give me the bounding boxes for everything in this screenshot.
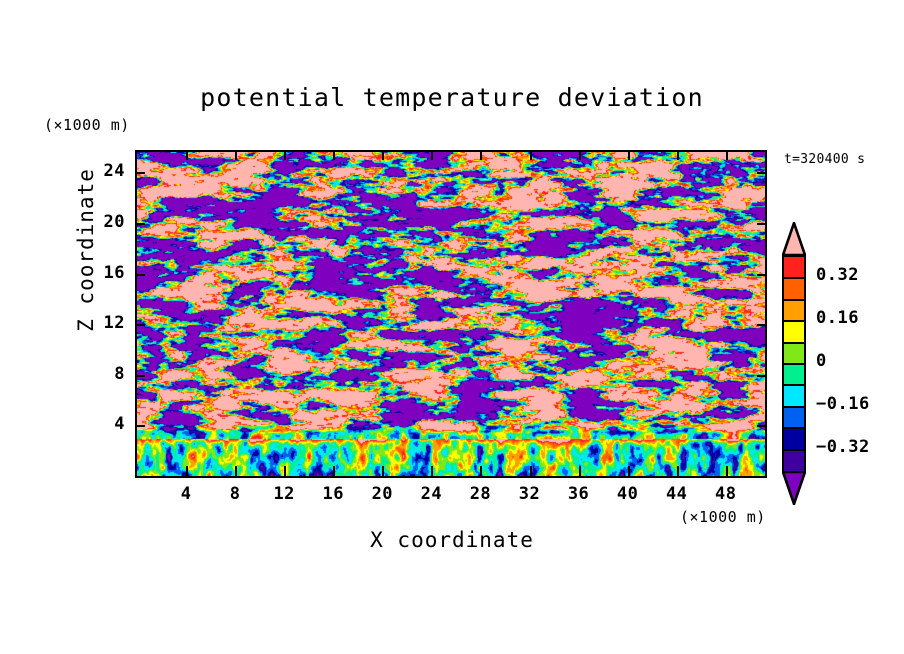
- plot-area: [135, 150, 767, 478]
- x-tick-mark-top: [578, 150, 581, 160]
- colorbar-band: [784, 342, 804, 365]
- x-tick-mark-top: [725, 150, 728, 160]
- colorbar-tick-label: 0: [816, 351, 827, 371]
- y-tick-label: 16: [103, 262, 125, 283]
- x-tick-mark: [186, 466, 189, 476]
- colorbar-band: [784, 385, 804, 408]
- y-tick-mark-right: [757, 273, 767, 276]
- colorbar-band: [784, 278, 804, 301]
- x-axis-title: X coordinate: [370, 528, 534, 552]
- y-tick-label: 12: [103, 313, 125, 334]
- x-tick-mark-top: [382, 150, 385, 160]
- colorbar-band-divider: [784, 405, 804, 408]
- x-tick-label: 24: [420, 484, 443, 504]
- x-tick-mark: [480, 466, 483, 476]
- colorbar-band: [784, 406, 804, 429]
- x-tick-label: 20: [371, 484, 394, 504]
- x-tick-mark-top: [333, 150, 336, 160]
- colorbar-band: [784, 321, 804, 344]
- x-tick-label: 32: [518, 484, 541, 504]
- y-tick-label: 4: [114, 414, 125, 435]
- x-tick-mark-top: [284, 150, 287, 160]
- colorbar-band: [784, 428, 804, 451]
- colorbar-tick-label: −0.16: [816, 393, 870, 414]
- x-tick-mark: [676, 466, 679, 476]
- x-tick-mark: [529, 466, 532, 476]
- colorbar-band: [784, 257, 804, 279]
- colorbar-tick-label: −0.32: [816, 436, 870, 457]
- x-tick-mark: [333, 466, 336, 476]
- colorbar-band-divider: [784, 277, 804, 280]
- page-title: potential temperature deviation: [200, 83, 704, 112]
- x-tick-mark-top: [235, 150, 238, 160]
- colorbar-band: [784, 299, 804, 322]
- y-tick-mark: [135, 273, 145, 276]
- colorbar-band: [784, 364, 804, 386]
- x-axis-unit-label: (×1000 m): [680, 508, 766, 526]
- x-tick-label: 36: [567, 484, 590, 504]
- x-tick-label: 28: [469, 484, 492, 504]
- y-tick-mark: [135, 172, 145, 175]
- colorbar-band: [784, 449, 804, 472]
- y-tick-mark-right: [757, 222, 767, 225]
- colorbar-tick-label: 0.16: [816, 308, 859, 329]
- x-tick-mark-top: [431, 150, 434, 160]
- x-tick-mark: [382, 466, 385, 476]
- x-tick-mark-top: [480, 150, 483, 160]
- x-tick-label: 44: [665, 484, 688, 504]
- colorbar-band-divider: [784, 384, 804, 387]
- colorbar-bands: [782, 255, 806, 473]
- x-tick-mark: [431, 466, 434, 476]
- colorbar-band-divider: [784, 448, 804, 451]
- x-tick-mark: [578, 466, 581, 476]
- colorbar-under-arrow: [781, 470, 807, 508]
- x-tick-mark: [235, 466, 238, 476]
- colorbar-band-divider: [784, 427, 804, 430]
- x-tick-label: 16: [322, 484, 344, 504]
- y-axis-unit-label: (×1000 m): [44, 116, 130, 134]
- colorbar-band-divider: [784, 320, 804, 323]
- x-tick-label: 8: [229, 484, 241, 504]
- x-tick-mark-top: [529, 150, 532, 160]
- contour-field: [137, 152, 765, 476]
- y-tick-mark: [135, 374, 145, 377]
- colorbar-band-divider: [784, 363, 804, 365]
- y-tick-mark-right: [757, 172, 767, 175]
- y-tick-label: 8: [114, 363, 125, 384]
- x-tick-label: 12: [273, 484, 295, 504]
- x-tick-mark-top: [186, 150, 189, 160]
- colorbar-tick-label: 0.32: [816, 265, 859, 286]
- x-tick-mark: [627, 466, 630, 476]
- x-tick-mark-top: [627, 150, 630, 160]
- y-tick-mark-right: [757, 324, 767, 327]
- colorbar-band-divider: [784, 341, 804, 344]
- x-tick-label: 40: [616, 484, 639, 504]
- colorbar-over-arrow: [781, 219, 807, 257]
- y-axis-title: Z coordinate: [74, 168, 98, 332]
- timestamp-annotation: t=320400 s: [784, 152, 866, 167]
- y-tick-mark-right: [757, 374, 767, 377]
- y-tick-mark: [135, 425, 145, 428]
- x-tick-mark-top: [676, 150, 679, 160]
- x-tick-mark: [725, 466, 728, 476]
- colorbar: 0.32 0.16 0 −0.16 −0.32: [778, 219, 869, 522]
- x-tick-label: 48: [715, 484, 737, 504]
- y-tick-mark: [135, 222, 145, 225]
- y-tick-mark: [135, 324, 145, 327]
- y-tick-label: 24: [103, 161, 125, 182]
- x-tick-mark: [284, 466, 287, 476]
- colorbar-band-divider: [784, 298, 804, 301]
- y-tick-mark-right: [757, 425, 767, 428]
- x-tick-label: 4: [180, 484, 192, 504]
- y-tick-label: 20: [103, 211, 125, 232]
